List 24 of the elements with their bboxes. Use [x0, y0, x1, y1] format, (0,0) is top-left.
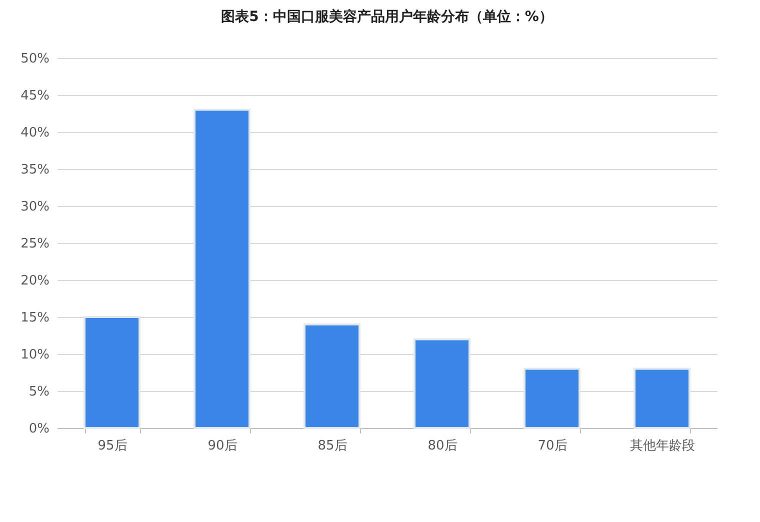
y-tick-label: 35%	[20, 162, 50, 178]
y-tick-label: 50%	[20, 52, 50, 66]
x-tick-label: 90后	[208, 438, 238, 454]
bar	[634, 368, 690, 429]
x-tick-label: 80后	[428, 438, 458, 454]
y-tick-label: 20%	[20, 274, 50, 288]
y-tick-label: 25%	[20, 236, 50, 252]
x-tick-label: 其他年龄段	[630, 438, 695, 454]
y-tick-label: 40%	[20, 126, 50, 140]
y-tick-label: 15%	[20, 310, 50, 326]
bar	[524, 368, 580, 429]
bar	[84, 316, 140, 429]
x-tick-label: 95后	[98, 438, 128, 454]
x-tick-label: 85后	[318, 438, 348, 454]
y-tick-label: 0%	[28, 422, 50, 436]
chart-title: 图表5：中国口服美容产品用户年龄分布（单位：%）	[221, 8, 553, 25]
bar	[304, 323, 360, 429]
y-tick-label: 10%	[20, 348, 50, 362]
y-tick-label: 5%	[28, 384, 50, 400]
bar	[414, 338, 470, 429]
bar	[194, 108, 250, 429]
x-tick-label: 70后	[538, 438, 568, 454]
y-tick-label: 30%	[20, 200, 50, 214]
y-tick-label: 45%	[20, 88, 50, 104]
